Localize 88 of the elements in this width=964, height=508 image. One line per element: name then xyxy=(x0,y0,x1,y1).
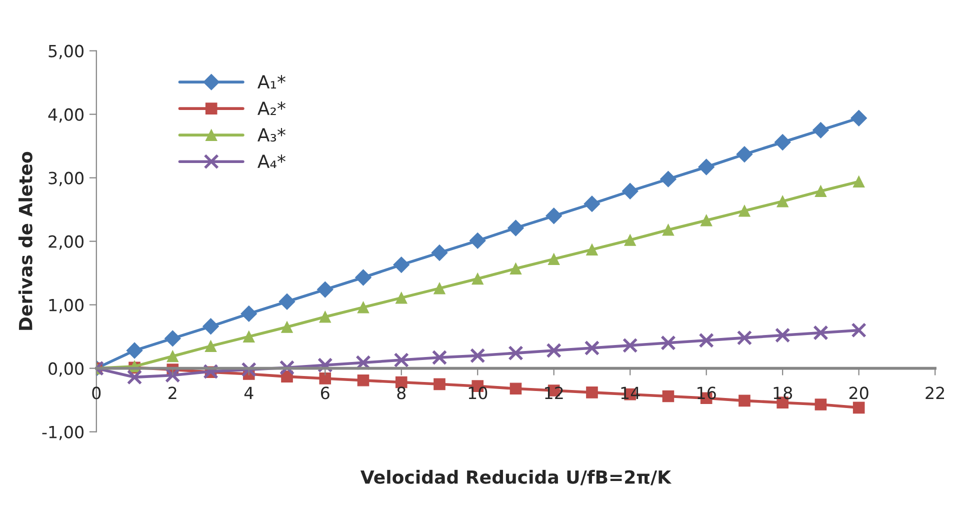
point xyxy=(394,352,410,368)
point xyxy=(470,348,486,364)
point xyxy=(850,110,868,126)
point xyxy=(472,272,484,285)
point xyxy=(510,262,522,275)
point xyxy=(164,330,181,347)
point xyxy=(432,350,448,366)
y-tick-label: 1,00 xyxy=(49,298,84,314)
point xyxy=(510,382,522,395)
legend-label: A₂* xyxy=(258,101,286,115)
y-tick-label: 0,00 xyxy=(48,362,84,377)
y-tick-label: -1,00 xyxy=(42,426,84,440)
point xyxy=(662,390,674,402)
point xyxy=(279,360,295,376)
point xyxy=(622,182,638,200)
x-tick-label: 14 xyxy=(621,386,640,400)
y-tick-label: 5,00 xyxy=(48,44,84,60)
point xyxy=(357,374,370,386)
point xyxy=(278,293,296,310)
x-axis-title: Velocidad Reducida U/fB=2π/K xyxy=(360,470,672,486)
point xyxy=(660,170,676,188)
y-tick-label: 3,00 xyxy=(48,172,84,186)
point xyxy=(165,368,180,383)
legend-label: A₄* xyxy=(258,154,286,168)
point xyxy=(586,244,598,256)
point xyxy=(736,330,752,346)
point xyxy=(736,146,753,163)
x-tick-label: 8 xyxy=(397,386,406,400)
point xyxy=(317,357,333,373)
point xyxy=(126,370,142,385)
point xyxy=(738,204,750,217)
point xyxy=(851,322,866,338)
point xyxy=(355,269,372,286)
point xyxy=(698,332,714,348)
point xyxy=(662,224,674,236)
point xyxy=(586,386,598,398)
x-tick-label: 20 xyxy=(849,386,868,400)
point xyxy=(546,208,562,224)
point xyxy=(281,321,293,333)
y-axis-title: Derivas de Aleteo xyxy=(18,152,32,330)
point xyxy=(584,196,600,212)
y-tick-label: 2,00 xyxy=(48,235,84,250)
point xyxy=(852,402,865,414)
point xyxy=(393,256,410,273)
point xyxy=(548,253,560,265)
point xyxy=(434,378,446,390)
x-tick-label: 4 xyxy=(244,386,254,400)
point xyxy=(774,328,790,343)
point xyxy=(319,310,332,323)
point xyxy=(126,342,143,359)
point xyxy=(202,318,219,335)
legend-label: A₃* xyxy=(258,128,286,142)
point xyxy=(584,340,600,356)
point xyxy=(812,122,829,138)
legend-label: A₁* xyxy=(258,74,286,88)
x-tick-label: 18 xyxy=(774,386,792,400)
x-tick-label: 12 xyxy=(545,386,563,400)
point xyxy=(813,325,828,340)
point xyxy=(738,394,750,407)
point xyxy=(395,292,408,304)
x-tick-label: 22 xyxy=(926,386,944,400)
point xyxy=(166,350,179,362)
y-tick-label: 4,00 xyxy=(48,108,84,123)
point xyxy=(700,214,712,226)
point xyxy=(469,232,486,249)
point xyxy=(660,335,676,351)
point xyxy=(242,330,255,342)
point xyxy=(240,305,258,322)
x-tick-label: 6 xyxy=(320,386,330,400)
point xyxy=(434,282,446,294)
point xyxy=(776,195,788,208)
point xyxy=(546,342,562,358)
point xyxy=(357,301,370,314)
point xyxy=(508,220,524,236)
point xyxy=(431,244,448,261)
point xyxy=(814,398,827,410)
point xyxy=(204,340,217,352)
point xyxy=(319,372,332,384)
point xyxy=(698,158,715,176)
point xyxy=(624,234,636,246)
point xyxy=(316,281,334,298)
point xyxy=(852,176,865,188)
point xyxy=(814,185,827,198)
point xyxy=(622,338,638,354)
x-tick-label: 2 xyxy=(168,386,176,400)
point xyxy=(508,345,524,361)
point xyxy=(241,362,257,378)
point xyxy=(774,134,791,150)
